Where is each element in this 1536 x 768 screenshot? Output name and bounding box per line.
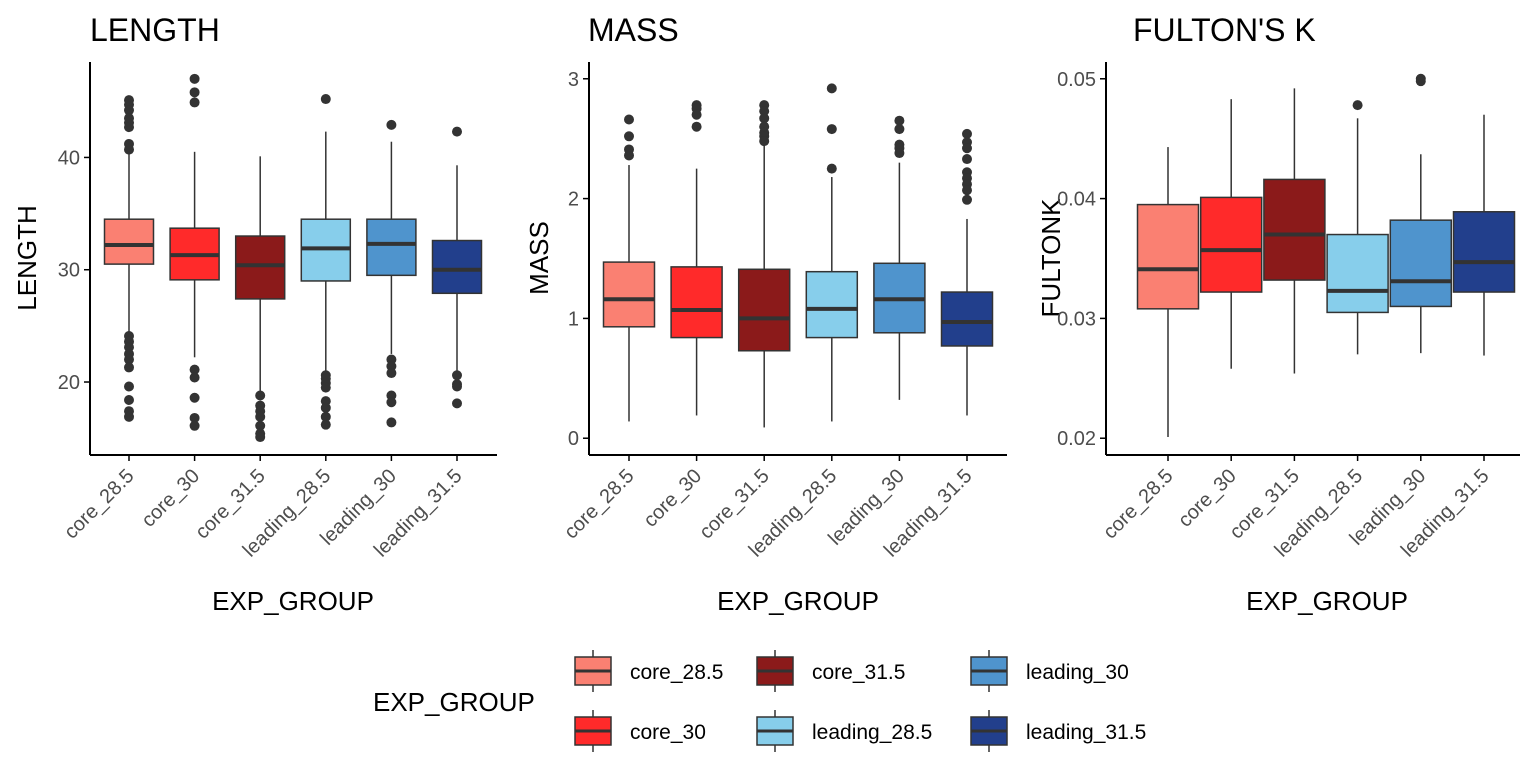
outlier-point — [386, 368, 397, 379]
panel-title: LENGTH — [90, 12, 220, 48]
y-tick-label: 0.03 — [1057, 308, 1096, 330]
legend-title: EXP_GROUP — [373, 687, 535, 717]
box-leading_31.5 — [1452, 211, 1516, 293]
outlier-point — [624, 131, 634, 142]
y-axis-label: MASS — [524, 221, 554, 295]
outlier-point — [452, 398, 462, 409]
legend-label: core_31.5 — [812, 661, 905, 684]
y-tick-label: 40 — [58, 147, 80, 169]
x-axis-label: EXP_GROUP — [717, 586, 879, 616]
panel-title: MASS — [588, 12, 679, 48]
outlier-point — [386, 119, 397, 130]
outlier-point — [320, 382, 331, 393]
outlier-point — [124, 122, 134, 133]
outlier-point — [962, 194, 972, 205]
box-core_28.5 — [602, 261, 656, 328]
outlier-point — [894, 115, 905, 126]
y-axis-label: FULTONK — [1036, 198, 1066, 318]
box-core_31.5 — [737, 268, 791, 352]
outlier-point — [691, 109, 702, 120]
box-leading_28.5 — [1326, 233, 1389, 314]
outlier-point — [124, 354, 134, 365]
outlier-point — [386, 397, 397, 408]
legend-label: core_28.5 — [630, 661, 723, 684]
outlier-point — [255, 411, 266, 422]
y-tick-label: 0.02 — [1057, 428, 1096, 450]
outlier-point — [759, 113, 770, 124]
outlier-point — [124, 411, 134, 422]
outlier-point — [189, 420, 200, 431]
outlier-point — [320, 402, 331, 413]
outlier-point — [452, 370, 462, 381]
box-core_31.5 — [1263, 178, 1326, 281]
box-leading_31.5 — [940, 291, 994, 347]
y-tick-label: 0 — [568, 428, 579, 450]
x-axis-label: EXP_GROUP — [212, 586, 374, 616]
outlier-point — [624, 150, 634, 161]
legend-label: leading_30 — [1026, 661, 1129, 684]
outlier-point — [320, 411, 331, 422]
y-tick-label: 2 — [568, 189, 579, 211]
box-leading_28.5 — [805, 270, 859, 339]
y-tick-label: 30 — [58, 260, 80, 282]
outlier-point — [189, 392, 200, 403]
panel-title: FULTON'S K — [1133, 12, 1316, 48]
outlier-point — [189, 73, 200, 84]
box-leading_30 — [366, 218, 417, 277]
y-axis-label: LENGTH — [12, 205, 42, 310]
outlier-point — [189, 364, 200, 375]
outlier-point — [124, 144, 134, 155]
outlier-point — [1352, 100, 1363, 111]
outlier-point — [452, 381, 462, 392]
outlier-point — [826, 124, 837, 135]
outlier-point — [189, 97, 200, 108]
outlier-point — [962, 154, 972, 165]
outlier-point — [962, 185, 972, 196]
legend-label: leading_31.5 — [1026, 721, 1146, 744]
outlier-point — [124, 381, 134, 392]
legend: EXP_GROUP core_28.5core_30core_31.5leadi… — [373, 650, 1146, 752]
box-leading_30 — [1389, 219, 1453, 308]
outlier-point — [894, 124, 905, 135]
outlier-point — [255, 390, 266, 401]
outlier-point — [826, 163, 837, 174]
outlier-point — [624, 114, 634, 125]
box-core_31.5 — [234, 235, 286, 300]
box-leading_31.5 — [431, 239, 483, 295]
outlier-point — [691, 121, 702, 132]
outlier-point — [255, 420, 266, 431]
outlier-point — [386, 417, 397, 428]
outlier-point — [189, 372, 200, 383]
outlier-point — [320, 94, 331, 105]
outlier-point — [826, 83, 837, 94]
box-core_28.5 — [1136, 203, 1200, 310]
legend-label: core_30 — [630, 721, 706, 744]
y-tick-label: 0.04 — [1057, 189, 1096, 211]
box-core_28.5 — [103, 218, 155, 265]
legend-label: leading_28.5 — [812, 721, 932, 744]
y-tick-label: 3 — [568, 69, 579, 91]
outlier-point — [452, 126, 462, 137]
box-core_30 — [670, 266, 723, 339]
outlier-point — [124, 394, 134, 405]
outlier-point — [124, 362, 134, 373]
outlier-point — [1415, 76, 1426, 87]
x-axis-label: EXP_GROUP — [1246, 586, 1408, 616]
outlier-point — [962, 143, 972, 154]
outlier-point — [189, 87, 200, 98]
y-tick-label: 20 — [58, 372, 80, 394]
outlier-point — [189, 412, 200, 423]
outlier-point — [124, 105, 134, 116]
outlier-point — [759, 136, 770, 147]
outlier-point — [255, 432, 266, 443]
outlier-point — [894, 148, 905, 159]
box-core_30 — [1199, 196, 1263, 293]
outlier-point — [962, 128, 972, 139]
outlier-point — [759, 106, 770, 117]
y-tick-label: 1 — [568, 308, 579, 330]
outlier-point — [320, 419, 331, 430]
y-tick-label: 0.05 — [1057, 69, 1096, 91]
